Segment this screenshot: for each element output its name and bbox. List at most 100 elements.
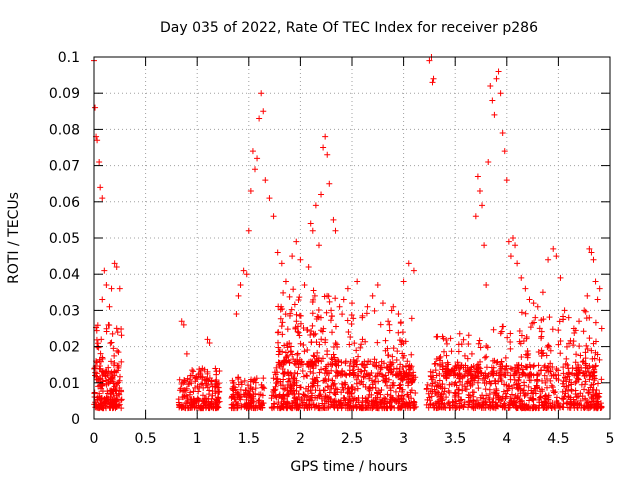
data-point <box>271 369 278 376</box>
data-point <box>598 403 605 410</box>
data-point <box>97 358 104 365</box>
data-point <box>436 362 443 369</box>
data-point <box>195 388 202 395</box>
data-point <box>566 340 573 347</box>
data-point <box>381 395 388 402</box>
data-point <box>546 343 553 350</box>
data-point <box>596 356 603 363</box>
data-point <box>274 249 281 256</box>
data-point <box>588 347 595 354</box>
data-point <box>289 351 296 358</box>
data-point <box>483 353 490 360</box>
data-point <box>329 399 336 406</box>
data-point <box>507 330 514 337</box>
data-point <box>590 405 597 412</box>
data-point <box>382 378 389 385</box>
data-point <box>399 329 406 336</box>
data-point <box>330 402 337 409</box>
data-point <box>309 383 316 390</box>
data-point <box>370 403 377 410</box>
data-point <box>583 342 590 349</box>
data-point <box>305 263 312 270</box>
data-point <box>400 354 407 361</box>
data-point <box>205 391 212 398</box>
data-point <box>235 376 242 383</box>
y-tick-label: 0.02 <box>49 340 80 356</box>
data-point <box>94 137 101 144</box>
data-point <box>499 323 506 330</box>
data-point <box>592 363 599 370</box>
y-tick-label: 0.07 <box>49 159 80 175</box>
data-point <box>300 373 307 380</box>
data-point <box>470 393 477 400</box>
data-point <box>489 398 496 405</box>
data-point <box>279 319 286 326</box>
data-point <box>180 388 187 395</box>
data-point <box>357 344 364 351</box>
data-point <box>296 332 303 339</box>
data-point <box>94 340 101 347</box>
data-point <box>243 404 250 411</box>
data-point <box>116 401 123 408</box>
data-point <box>539 402 546 409</box>
data-point <box>311 358 318 365</box>
data-point <box>99 368 106 375</box>
data-point <box>329 329 336 336</box>
data-point <box>589 364 596 371</box>
data-point <box>530 363 537 370</box>
data-point <box>557 350 564 357</box>
data-point <box>531 362 538 369</box>
data-point <box>455 394 462 401</box>
data-point <box>390 379 397 386</box>
data-point <box>330 351 337 358</box>
data-point <box>460 373 467 380</box>
data-point <box>461 352 468 359</box>
data-point <box>359 336 366 343</box>
data-point <box>106 404 113 411</box>
data-point <box>580 328 587 335</box>
data-point <box>568 381 575 388</box>
data-point <box>353 380 360 387</box>
data-point <box>576 318 583 325</box>
data-point <box>360 381 367 388</box>
data-point <box>573 372 580 379</box>
data-point <box>204 376 211 383</box>
data-point <box>324 369 331 376</box>
x-tick-label: 1 <box>193 431 202 447</box>
data-point <box>535 371 542 378</box>
data-point <box>382 337 389 344</box>
data-point <box>299 368 306 375</box>
data-point <box>354 278 361 285</box>
data-point <box>507 376 514 383</box>
data-point <box>348 390 355 397</box>
data-point <box>306 397 313 404</box>
data-point <box>258 381 265 388</box>
data-point <box>199 365 206 372</box>
data-point <box>335 358 342 365</box>
data-point <box>432 367 439 374</box>
data-point <box>304 388 311 395</box>
data-point <box>96 158 103 165</box>
data-point <box>330 216 337 223</box>
data-point <box>373 389 380 396</box>
data-point <box>475 385 482 392</box>
data-point <box>189 399 196 406</box>
data-point <box>321 387 328 394</box>
data-point <box>491 357 498 364</box>
data-point <box>332 227 339 234</box>
data-point <box>293 318 300 325</box>
data-point <box>548 382 555 389</box>
data-point <box>488 380 495 387</box>
data-point <box>290 356 297 363</box>
data-point <box>382 372 389 379</box>
data-point <box>322 393 329 400</box>
data-point <box>108 399 115 406</box>
data-point <box>347 333 354 340</box>
data-point <box>228 395 235 402</box>
data-point <box>424 381 431 388</box>
data-point <box>562 388 569 395</box>
data-point <box>197 373 204 380</box>
data-point <box>291 369 298 376</box>
data-point <box>497 90 504 97</box>
